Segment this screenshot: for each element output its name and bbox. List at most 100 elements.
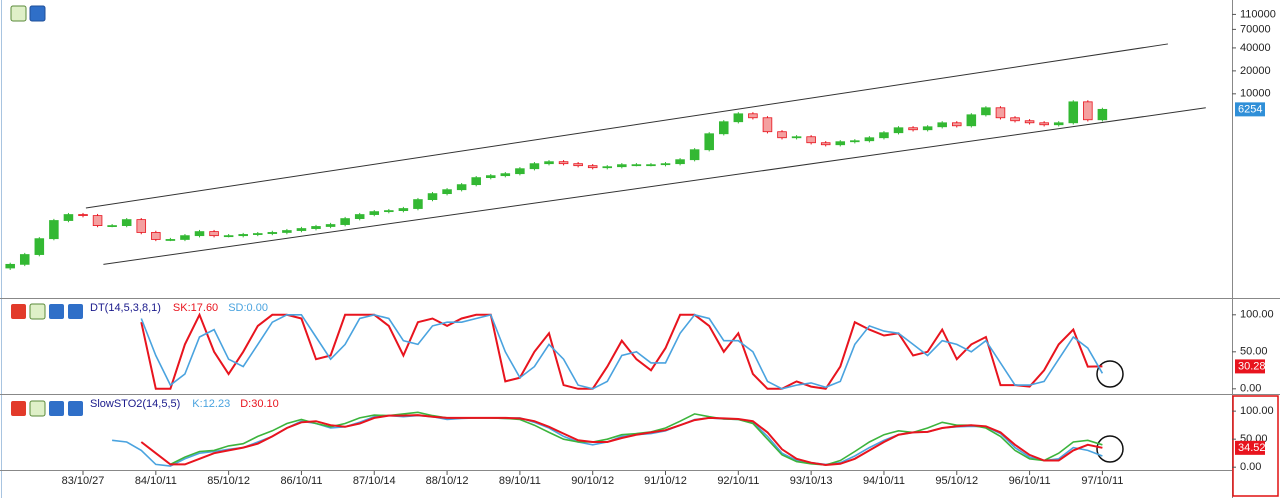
close-button[interactable] (11, 304, 26, 319)
highlight-circle (1096, 435, 1124, 463)
candle-body (558, 161, 569, 165)
trendline (103, 107, 1206, 265)
candle-body (398, 208, 409, 212)
edit-button[interactable] (29, 303, 46, 320)
candle-body (151, 232, 161, 240)
down-button[interactable] (29, 5, 46, 22)
highlight-circle (1096, 360, 1124, 388)
y-tick-label: 10000 (1240, 88, 1271, 100)
candle-body (165, 239, 176, 241)
candle-body (937, 122, 947, 128)
candle-body (573, 163, 583, 167)
last-value-tag (1235, 440, 1265, 455)
indicator-line (140, 313, 1104, 390)
candle-body (311, 226, 321, 229)
candle-body (238, 234, 248, 237)
legend-entry: SD:0.00 (228, 302, 268, 314)
x-tick-label: 95/10/12 (935, 475, 978, 487)
candle-body (354, 214, 365, 219)
candle-body (733, 113, 744, 123)
candle-body (1083, 101, 1093, 121)
last-value-label: 6254 (1238, 103, 1262, 115)
indicator-line (170, 411, 1103, 466)
legend-entry: D:30.10 (240, 398, 279, 410)
candle-body (5, 263, 15, 269)
up-button[interactable] (49, 401, 64, 416)
x-tick-label: 97/10/11 (1081, 475, 1123, 487)
candle-body (296, 228, 307, 231)
x-tick-label: 90/10/12 (571, 475, 614, 487)
candle-body (1068, 101, 1079, 124)
edit-button[interactable] (29, 400, 46, 417)
candle-body (966, 114, 977, 127)
candle-body (762, 117, 773, 133)
candle-body (427, 193, 438, 200)
candle-body (63, 214, 74, 221)
indicator-line (140, 312, 1103, 390)
indicator-title: SlowSTO2(14,5,5) (90, 398, 180, 410)
x-tick-label: 93/10/13 (790, 475, 833, 487)
candle-body (820, 142, 831, 146)
candle-body (19, 254, 30, 265)
candle-body (49, 220, 59, 240)
x-tick-label: 91/10/12 (644, 475, 687, 487)
candle-body (835, 141, 846, 146)
candle-body (1039, 122, 1049, 126)
candle-body (951, 122, 962, 127)
candle-body (136, 219, 147, 233)
candle-body (602, 166, 613, 169)
candle-body (879, 132, 889, 139)
candle-body (544, 161, 554, 165)
panel-toolbar (11, 303, 83, 417)
candle-body (617, 164, 627, 168)
candle-body (748, 113, 758, 119)
indicator-line (140, 414, 1103, 467)
candle-body (223, 235, 234, 238)
x-tick-label: 92/10/11 (717, 475, 759, 487)
candle-body (384, 210, 394, 213)
candle-body (340, 218, 350, 225)
candle-body (485, 175, 496, 179)
y-tick-label: 100.00 (1240, 405, 1274, 417)
legend-entry: SK:17.60 (173, 302, 218, 314)
axis-highlight (1232, 395, 1279, 497)
candle-body (864, 137, 875, 142)
y-tick-label: 0.00 (1240, 383, 1261, 395)
candle-body (995, 107, 1006, 119)
candle-body (369, 211, 380, 215)
candle-body (1053, 122, 1064, 126)
x-tick-label: 94/10/11 (863, 475, 905, 487)
candle-body (777, 131, 787, 139)
x-tick-label: 87/10/14 (353, 475, 396, 487)
candle-body (646, 164, 656, 167)
x-tick-label: 89/10/11 (499, 475, 541, 487)
candle-body (252, 233, 263, 235)
down-button[interactable] (68, 401, 83, 416)
y-tick-label: 70000 (1240, 23, 1271, 35)
candle-body (325, 224, 336, 227)
last-value-tag (1235, 359, 1265, 374)
candle-body (908, 127, 918, 131)
last-value-label: 30.28 (1238, 360, 1266, 372)
candle-body (500, 173, 511, 177)
down-button[interactable] (68, 304, 83, 319)
x-tick-label: 96/10/11 (1009, 475, 1051, 487)
candle-body (282, 230, 292, 233)
candle-body (267, 232, 278, 234)
candle-body (850, 140, 860, 143)
candle-body (515, 168, 525, 175)
candle-body (1010, 117, 1020, 122)
candle-body (107, 225, 117, 227)
y-tick-label: 100.00 (1240, 309, 1274, 321)
x-tick-label: 88/10/12 (426, 475, 469, 487)
trendline (85, 43, 1168, 209)
x-tick-label: 84/10/11 (135, 475, 177, 487)
up-button[interactable] (49, 304, 64, 319)
edit-button[interactable] (10, 5, 27, 22)
close-button[interactable] (11, 401, 26, 416)
candle-body (893, 127, 904, 134)
last-value-label: 34.52 (1238, 442, 1266, 454)
candle-body (791, 136, 802, 139)
y-tick-label: 110000 (1240, 8, 1276, 20)
